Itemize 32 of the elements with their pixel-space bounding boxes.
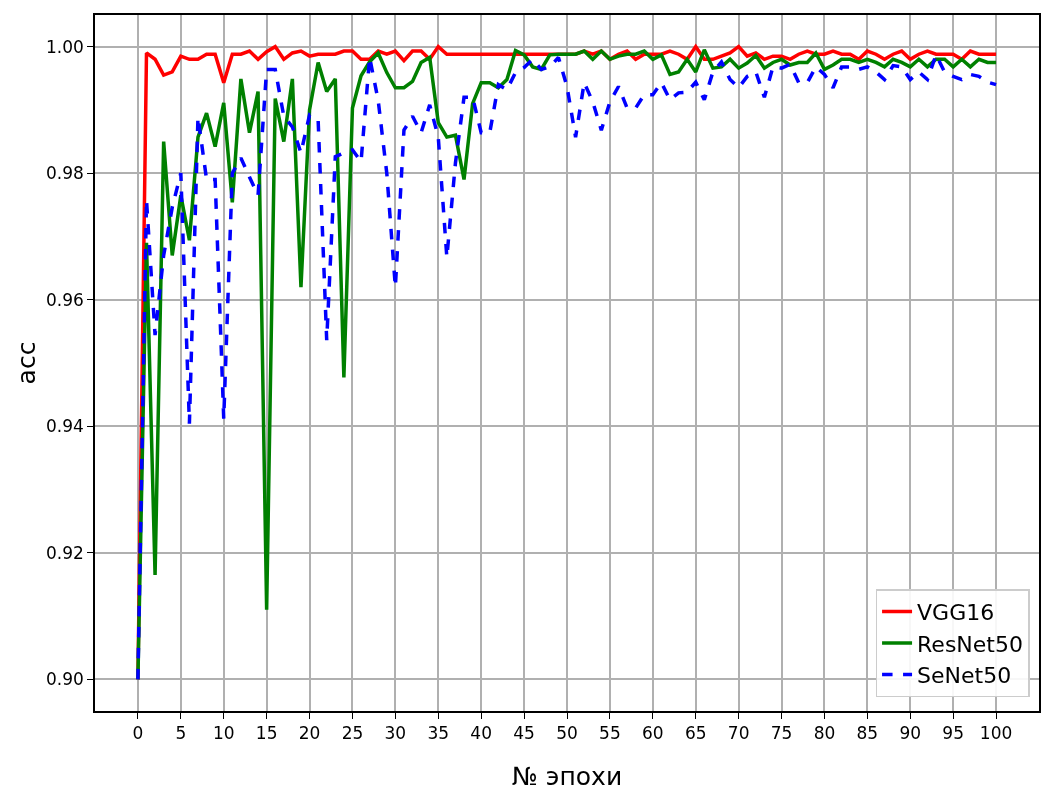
legend-label: SeNet50 <box>917 663 1012 689</box>
x-tick-label: 5 <box>175 723 187 744</box>
x-tick-label: 80 <box>813 723 836 744</box>
x-tick-label: 90 <box>899 723 922 744</box>
x-tick-label: 55 <box>599 723 621 744</box>
x-tick-label: 95 <box>942 723 964 744</box>
x-tick-label: 75 <box>770 723 793 744</box>
y-tick-label: 0.94 <box>45 416 84 437</box>
x-tick-label: 25 <box>341 723 364 744</box>
x-tick-label: 70 <box>727 723 750 744</box>
x-tick-label: 35 <box>427 723 450 744</box>
y-tick-label: 1.00 <box>45 36 84 57</box>
x-tick-label: 0 <box>132 723 144 744</box>
x-tick-label: 60 <box>642 723 664 744</box>
x-axis-title: № эпохи <box>511 762 623 791</box>
x-tick-label: 65 <box>684 723 707 744</box>
y-tick-label: 0.92 <box>45 542 84 563</box>
y-tick-label: 0.98 <box>45 163 84 184</box>
y-tick-label: 0.96 <box>45 289 84 310</box>
legend-label: ResNet50 <box>917 631 1023 657</box>
x-tick-label: 10 <box>212 723 235 744</box>
x-tick-label: 30 <box>384 723 407 744</box>
x-tick-label: 50 <box>556 723 578 744</box>
x-tick-label: 20 <box>298 723 321 744</box>
x-tick-label: 85 <box>856 723 879 744</box>
x-tick-label: 45 <box>513 723 535 744</box>
y-tick-label: 0.90 <box>45 669 84 690</box>
x-tick-label: 15 <box>255 723 278 744</box>
y-axis-title: acc <box>11 341 41 385</box>
x-tick-label: 40 <box>470 723 492 744</box>
legend-label: VGG16 <box>917 599 995 625</box>
x-tick-label: 100 <box>979 723 1013 744</box>
